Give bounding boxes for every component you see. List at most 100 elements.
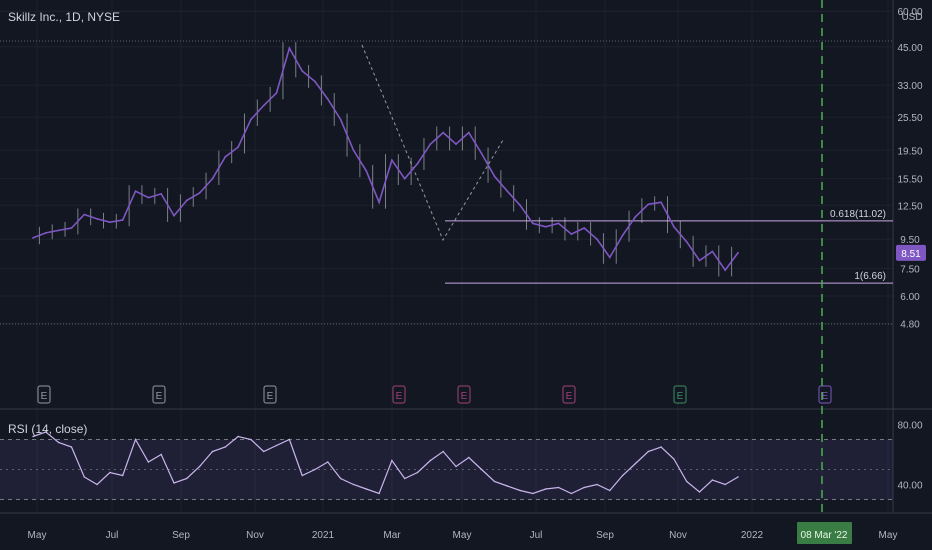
earnings-badge [673, 385, 687, 404]
rsi-point [596, 483, 598, 486]
rsi-point [698, 491, 701, 493]
rsi-point [442, 450, 444, 453]
rsi-legend: RSI (14, close) [8, 422, 88, 436]
price-tick-label: 19.50 [897, 146, 922, 157]
price-point [224, 155, 227, 158]
price-point [391, 159, 393, 162]
price-point [519, 204, 521, 207]
price-point [544, 225, 547, 228]
date-marker-tag [797, 522, 852, 544]
price-point [532, 222, 534, 225]
price-point [288, 47, 291, 50]
rsi-point [198, 465, 201, 468]
rsi-point [109, 471, 111, 474]
price-point [634, 215, 637, 218]
rsi-point [160, 453, 162, 456]
price-point [557, 222, 560, 225]
price-point [480, 152, 483, 155]
time-tick-label: May [28, 530, 47, 541]
rsi-point [96, 483, 98, 486]
rsi-point [673, 458, 675, 460]
time-tick-label: Mar [383, 530, 401, 541]
price-point [57, 229, 60, 232]
rsi-point [352, 483, 355, 486]
time-tick-label: Sep [596, 530, 614, 541]
earnings-badge [263, 385, 277, 404]
last-price-tag [896, 244, 926, 261]
rsi-point [327, 461, 329, 463]
rsi-point [275, 444, 278, 447]
price-tick-label: 6.00 [900, 292, 920, 303]
rsi-point [647, 450, 649, 453]
rsi-point [186, 477, 188, 480]
time-tick-label: Jul [106, 530, 119, 541]
rsi-point [493, 480, 496, 483]
time-tick-label: Sep [172, 530, 190, 541]
earnings-label: E [41, 391, 48, 402]
price-point [262, 104, 265, 107]
chart-legend: Skillz Inc., 1D, NYSE [8, 10, 121, 24]
price-point [121, 219, 124, 221]
price-point [493, 175, 496, 178]
price-point [570, 233, 573, 236]
price-point [109, 221, 111, 224]
price-point [467, 131, 470, 134]
fib-label: 1(6.66) [854, 271, 886, 282]
rsi-point [660, 446, 662, 448]
price-point [314, 80, 316, 83]
earnings-badge [562, 385, 576, 404]
time-tick-label: May [453, 530, 472, 541]
rsi-point [468, 456, 470, 459]
rsi-point [570, 492, 573, 495]
date-marker-label: 08 Mar '22 [801, 530, 848, 541]
price-tick-label: 7.50 [900, 264, 920, 275]
earnings-label: E [822, 391, 829, 402]
rsi-point [480, 468, 483, 471]
rsi-point [506, 485, 508, 487]
rsi-point [416, 471, 419, 474]
rsi-point [621, 474, 624, 477]
earnings-label: E [566, 391, 573, 402]
price-tick-label: 12.50 [897, 201, 922, 212]
time-tick-label: Nov [669, 530, 687, 541]
exchange-label: NYSE [87, 10, 121, 24]
price-point [442, 131, 445, 134]
rsi-point [147, 461, 150, 463]
rsi-point [57, 441, 60, 444]
price-point [506, 190, 509, 193]
rsi-point [314, 468, 316, 471]
rsi-point [301, 474, 303, 477]
price-point [275, 92, 278, 94]
rsi-point [263, 450, 265, 453]
price-point [134, 190, 137, 193]
rsi-point [519, 489, 521, 492]
rsi-point [45, 431, 47, 433]
rsi-point [532, 492, 534, 495]
price-point [198, 192, 201, 194]
price-point [301, 70, 304, 72]
price-tick-label: 45.00 [897, 43, 922, 54]
rsi-point [583, 486, 585, 489]
price-point [96, 217, 98, 220]
price-point [211, 177, 214, 180]
rsi-tick-label: 80.00 [897, 421, 922, 432]
price-point [70, 227, 73, 229]
price-point [83, 213, 86, 216]
rsi-point [455, 465, 457, 468]
price-point [647, 203, 650, 206]
price-tick-label: 25.50 [897, 113, 922, 124]
price-point [339, 118, 342, 121]
rsi-point [378, 492, 380, 495]
rsi-point [134, 438, 137, 441]
rsi-point [173, 482, 175, 484]
price-point [403, 177, 406, 180]
price-point [416, 162, 419, 165]
price-point [326, 98, 329, 100]
price-point [685, 240, 688, 243]
price-point [32, 237, 34, 239]
symbol-name: Skillz Inc. [8, 10, 59, 24]
price-tick-label: 9.50 [900, 235, 920, 246]
price-point [737, 251, 739, 254]
price-tick-label: 33.00 [897, 81, 922, 92]
